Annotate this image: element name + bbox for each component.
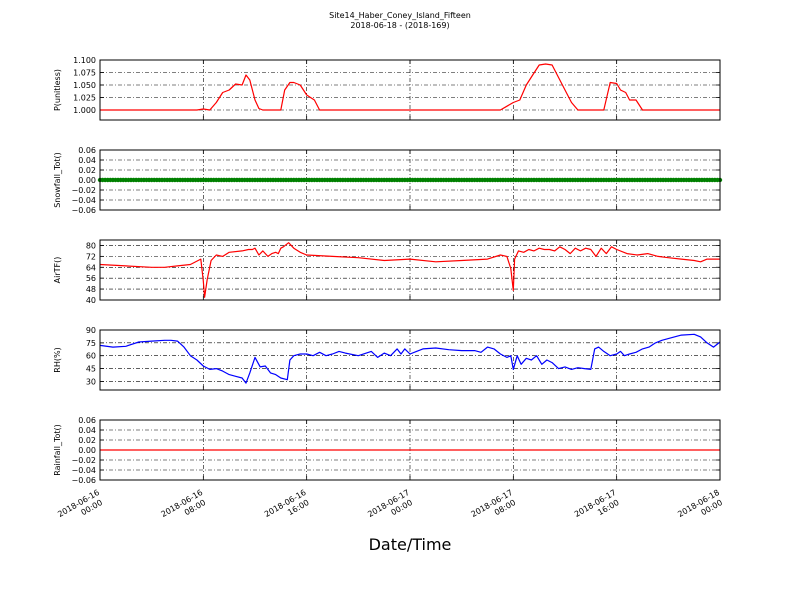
y-tick-label: 1.025 — [73, 94, 96, 103]
y-tick-label: 60 — [86, 352, 96, 361]
y-tick-label: −0.02 — [71, 456, 96, 465]
y-tick-label: 40 — [86, 296, 96, 305]
y-tick-label: 45 — [86, 365, 96, 374]
chart-title: Site14_Haber_Coney_Island_Fifteen — [329, 11, 471, 20]
y-tick-label: 0.06 — [78, 146, 96, 155]
y-tick-label: 1.000 — [73, 106, 96, 115]
y-axis-label: Rainfall_Tot() — [53, 424, 62, 476]
panel-3: 40 48 56 64 72 80 AirTF() — [53, 239, 721, 305]
y-tick-label: 0.00 — [78, 176, 96, 185]
panel-frame — [99, 329, 721, 391]
y-tick-label: 0.04 — [78, 156, 96, 165]
y-tick-label: −0.06 — [71, 476, 96, 485]
y-tick-label: −0.04 — [71, 196, 96, 205]
panel-4: 30 45 60 75 90 RH(%) — [53, 326, 721, 391]
y-tick-label: 56 — [86, 274, 96, 283]
y-tick-label: 64 — [86, 263, 96, 272]
chart-panels: 1.000 1.025 1.050 1.075 1.100 P(unitless) −0.0… — [53, 56, 723, 485]
y-tick-label: 0.02 — [78, 166, 96, 175]
y-tick-label: 90 — [86, 326, 96, 335]
panel-5: −0.06−0.04−0.020.000.020.040.06 Rainfall_… — [53, 416, 721, 485]
y-tick-label: 1.075 — [73, 69, 96, 78]
panel-frame — [99, 59, 721, 121]
panel-frame — [99, 419, 721, 481]
y-tick-label: 0.04 — [78, 426, 96, 435]
y-axis-label: RH(%) — [53, 347, 62, 372]
y-axis-label: Snowfall_Tot() — [53, 152, 62, 208]
y-tick-label: 0.00 — [78, 446, 96, 455]
panel-2: −0.06−0.04−0.020.000.020.040.06 Snowfall_… — [53, 146, 723, 215]
y-tick-label: 48 — [86, 285, 96, 294]
series-line — [99, 333, 721, 384]
y-axis-label: P(unitless) — [53, 69, 62, 111]
y-tick-label: 0.06 — [78, 416, 96, 425]
y-tick-label: 72 — [86, 252, 96, 261]
panel-frame — [99, 149, 721, 211]
series-line — [99, 242, 720, 298]
y-axis-label: AirTF() — [53, 257, 62, 284]
y-tick-label: 75 — [86, 339, 96, 348]
y-tick-label: −0.02 — [71, 186, 96, 195]
panel-1: 1.000 1.025 1.050 1.075 1.100 P(unitless) — [53, 56, 721, 121]
y-tick-label: 0.02 — [78, 436, 96, 445]
y-tick-label: 30 — [86, 377, 96, 386]
y-tick-label: −0.04 — [71, 466, 96, 475]
y-tick-label: 1.050 — [73, 81, 96, 90]
x-axis-label: Date/Time — [369, 535, 452, 554]
chart-subtitle: 2018-06-18 - (2018-169) — [350, 21, 449, 30]
panel-frame — [99, 239, 721, 301]
y-tick-label: 1.100 — [73, 56, 96, 65]
series-line — [100, 63, 720, 111]
y-tick-label: 80 — [86, 241, 96, 250]
y-tick-label: −0.06 — [71, 206, 96, 215]
